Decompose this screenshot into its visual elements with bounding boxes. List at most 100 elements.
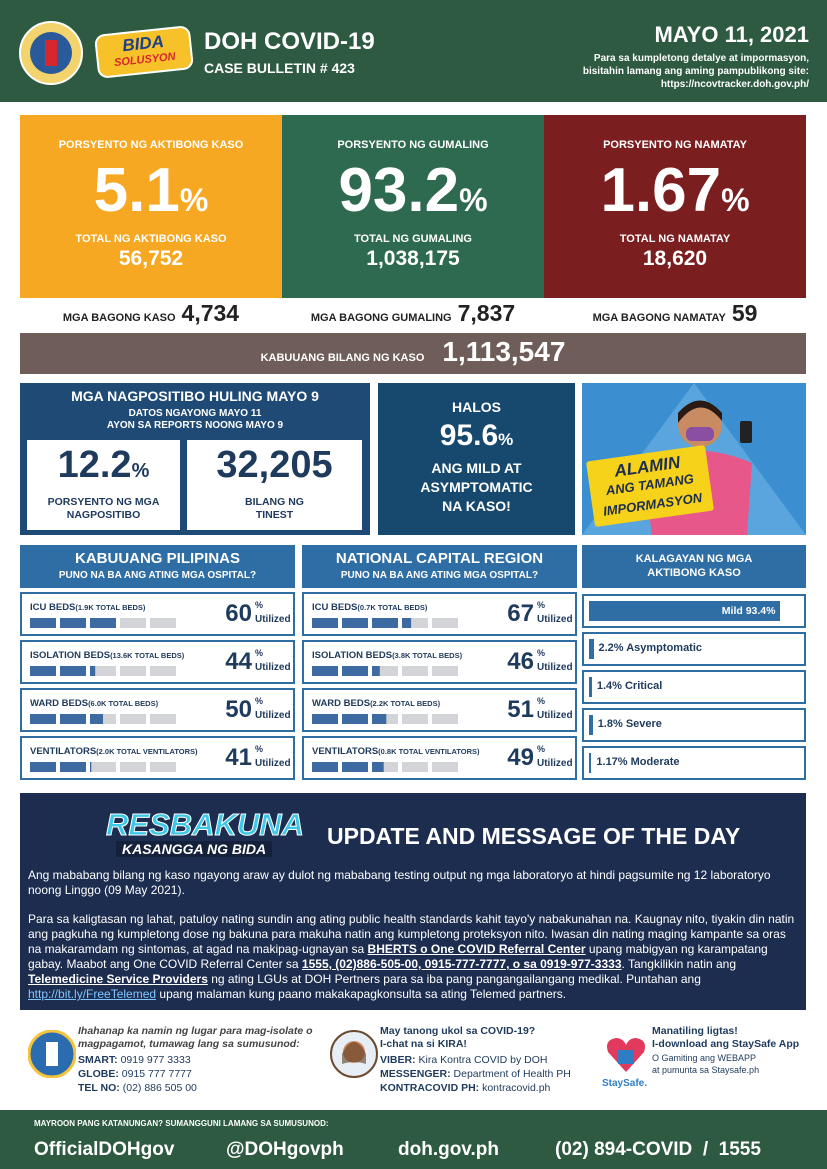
status-label: Mild 93.4% xyxy=(721,605,776,617)
bar-segment-fill xyxy=(60,666,86,676)
status-title: AKTIBONG KASO xyxy=(647,567,741,579)
rate-total: 18,620 xyxy=(642,247,708,270)
hospital-row-label-line: ISOLATION BEDS(3.8K TOTAL BEDS) xyxy=(312,645,462,663)
hospital-header: NATIONAL CAPITAL REGION PUNO NA BA ANG AT… xyxy=(302,545,577,588)
positivity-rate-label: PORSYENTO NG MGA xyxy=(47,496,160,508)
hospital-row-value: 49 xyxy=(507,744,534,771)
rate-card: PORSYENTO NG AKTIBONG KASO 5.1% TOTAL NG A… xyxy=(20,115,282,298)
hospital-row-note: Utilized xyxy=(537,758,573,769)
hospital-row-unit: % xyxy=(255,744,264,754)
bar-segment-fill xyxy=(60,618,86,628)
hospital-row: ICU BEDS(1.9K TOTAL BEDS) 60% Utilized xyxy=(20,592,295,636)
hospital-header: KABUUANG PILIPINAS PUNO NA BA ANG ATING M… xyxy=(20,545,295,588)
status-row: 1.17% Moderate xyxy=(582,746,806,780)
hospital-row-unit: % xyxy=(537,744,546,754)
hospital-row-label-line: ICU BEDS(0.7K TOTAL BEDS) xyxy=(312,597,427,615)
message-text: upang malaman kung paano makakapagkonsul… xyxy=(156,987,567,1001)
header-date: MAYO 11, 2021 xyxy=(654,22,809,47)
bar-segment-fill xyxy=(30,762,56,772)
contact-line-label: KONTRACOVID PH: xyxy=(380,1082,480,1094)
bar-segment-bg xyxy=(90,762,116,772)
utilization-bar xyxy=(30,666,176,676)
hospital-row: ISOLATION BEDS(13.6K TOTAL BEDS) 44% Utili… xyxy=(20,640,295,684)
hospital-row-detail: (1.9K TOTAL BEDS) xyxy=(75,603,146,612)
contact-line: VIBER: Kira Kontra COVID by DOH xyxy=(380,1054,547,1066)
hospital-row-unit: % xyxy=(255,648,264,658)
bar-segment-bg xyxy=(432,762,458,772)
status-label: 1.8% Severe xyxy=(597,718,662,730)
contact-note: O Gamiting ang WEBAPP xyxy=(652,1053,757,1063)
icon-hair xyxy=(342,1042,366,1064)
hospital-row-note: Utilized xyxy=(255,614,291,625)
positivity-tests-box: 32,205 BILANG NG TINEST xyxy=(187,440,362,530)
utilization-bar xyxy=(30,762,176,772)
total-value: 1,113,547 xyxy=(442,336,566,367)
hospital-row: ISOLATION BEDS(3.8K TOTAL BEDS) 46% Utiliz… xyxy=(302,640,577,684)
hospital-row-label-line: ISOLATION BEDS(13.6K TOTAL BEDS) xyxy=(30,645,184,663)
hospital-row-value: 46 xyxy=(507,648,534,675)
total-label: KABUUANG BILANG NG KASO xyxy=(260,352,425,364)
rate-value-line: 5.1% xyxy=(20,155,282,236)
contact-line-label: SMART: xyxy=(78,1054,118,1066)
bar-segment-bg xyxy=(120,762,146,772)
header-title: DOH COVID-19 xyxy=(204,28,375,55)
new-count-value: 4,734 xyxy=(181,300,240,326)
rate-total: 56,752 xyxy=(118,247,184,270)
contact-note: at pumunta sa Staysafe.ph xyxy=(652,1065,760,1075)
status-bar xyxy=(589,601,781,621)
rate-value-line: 1.67% xyxy=(544,155,806,236)
bar-segment-bg xyxy=(150,618,176,628)
hospital-row: WARD BEDS(6.0K TOTAL BEDS) 50% Utilized xyxy=(20,688,295,732)
bar-segment-fill xyxy=(372,618,398,628)
contact-icon xyxy=(607,1038,645,1072)
bar-segment-bg xyxy=(150,666,176,676)
positivity-tests-label: BILANG NG xyxy=(245,496,304,508)
utilization-bar xyxy=(30,618,176,628)
bar-segment-bg xyxy=(402,618,428,628)
bar-segment-fill xyxy=(90,666,96,676)
hospital-row-detail: (0.7K TOTAL BEDS) xyxy=(357,603,428,612)
bar-segment-fill xyxy=(90,714,103,724)
bar-segment-fill xyxy=(372,714,387,724)
contact-line-value: Department of Health PH xyxy=(453,1068,571,1080)
bar-segment-fill xyxy=(30,666,56,676)
bar-segment-bg xyxy=(120,714,146,724)
bar-segment-bg xyxy=(432,618,458,628)
bar-segment-fill xyxy=(312,762,338,772)
bar-segment-fill xyxy=(342,618,368,628)
contact-line: SMART: 0919 977 3333 xyxy=(78,1054,191,1066)
bar-segment-bg xyxy=(372,666,398,676)
rate-card: PORSYENTO NG NAMATAY 1.67% TOTAL NG NAMATA… xyxy=(544,115,806,298)
message-link: http://bit.ly/FreeTelemed xyxy=(28,987,157,1001)
rate-total-label: TOTAL NG GUMALING xyxy=(354,233,472,245)
contact-logo: StaySafe. xyxy=(602,1078,648,1089)
hospital-row: WARD BEDS(2.2K TOTAL BEDS) 51% Utilized xyxy=(302,688,577,732)
hospital-row-unit: % xyxy=(537,600,546,610)
status-bar xyxy=(589,677,592,697)
hospital-row-unit: % xyxy=(537,696,546,706)
bar-segment-bg xyxy=(372,762,398,772)
hospital-row-label: WARD BEDS xyxy=(312,698,371,709)
status-row: Mild 93.4% xyxy=(582,594,806,628)
hospital-row-value: 60 xyxy=(225,600,252,627)
message-box: RESBAKUNA KASANGGA NG BIDA UPDATE AND MESS… xyxy=(20,793,806,1010)
hospital-row-label: WARD BEDS xyxy=(30,698,89,709)
hospital-row-note: Utilized xyxy=(537,710,573,721)
bar-segment-bg xyxy=(402,762,428,772)
bar-segment-bg xyxy=(402,666,428,676)
hospital-row: VENTILATORS(0.8K TOTAL VENTILATORS) 49% Ut… xyxy=(302,736,577,780)
message-paragraph: Ang mababang bilang ng kaso ngayong araw… xyxy=(28,868,800,898)
hospital-row-label: ISOLATION BEDS xyxy=(312,650,393,661)
positivity-rate-box: 12.2% PORSYENTO NG MGA NAGPOSITIBO xyxy=(27,440,180,530)
positivity-tests: 32,205 xyxy=(216,444,333,486)
icon-cross xyxy=(46,1042,58,1066)
hospital-row-label-line: ICU BEDS(1.9K TOTAL BEDS) xyxy=(30,597,145,615)
message-text: BHERTS o One COVID Referral Center xyxy=(367,942,586,956)
contact-line: KONTRACOVID PH: kontracovid.ph xyxy=(380,1082,550,1094)
person-mask xyxy=(686,427,714,441)
contact-line-value: Kira Kontra COVID by DOH xyxy=(418,1054,548,1066)
hospital-subtitle: PUNO NA BA ANG ATING MGA OSPITAL? xyxy=(58,570,257,581)
bar-segment-bg xyxy=(432,714,458,724)
bar-segment-fill xyxy=(312,618,338,628)
